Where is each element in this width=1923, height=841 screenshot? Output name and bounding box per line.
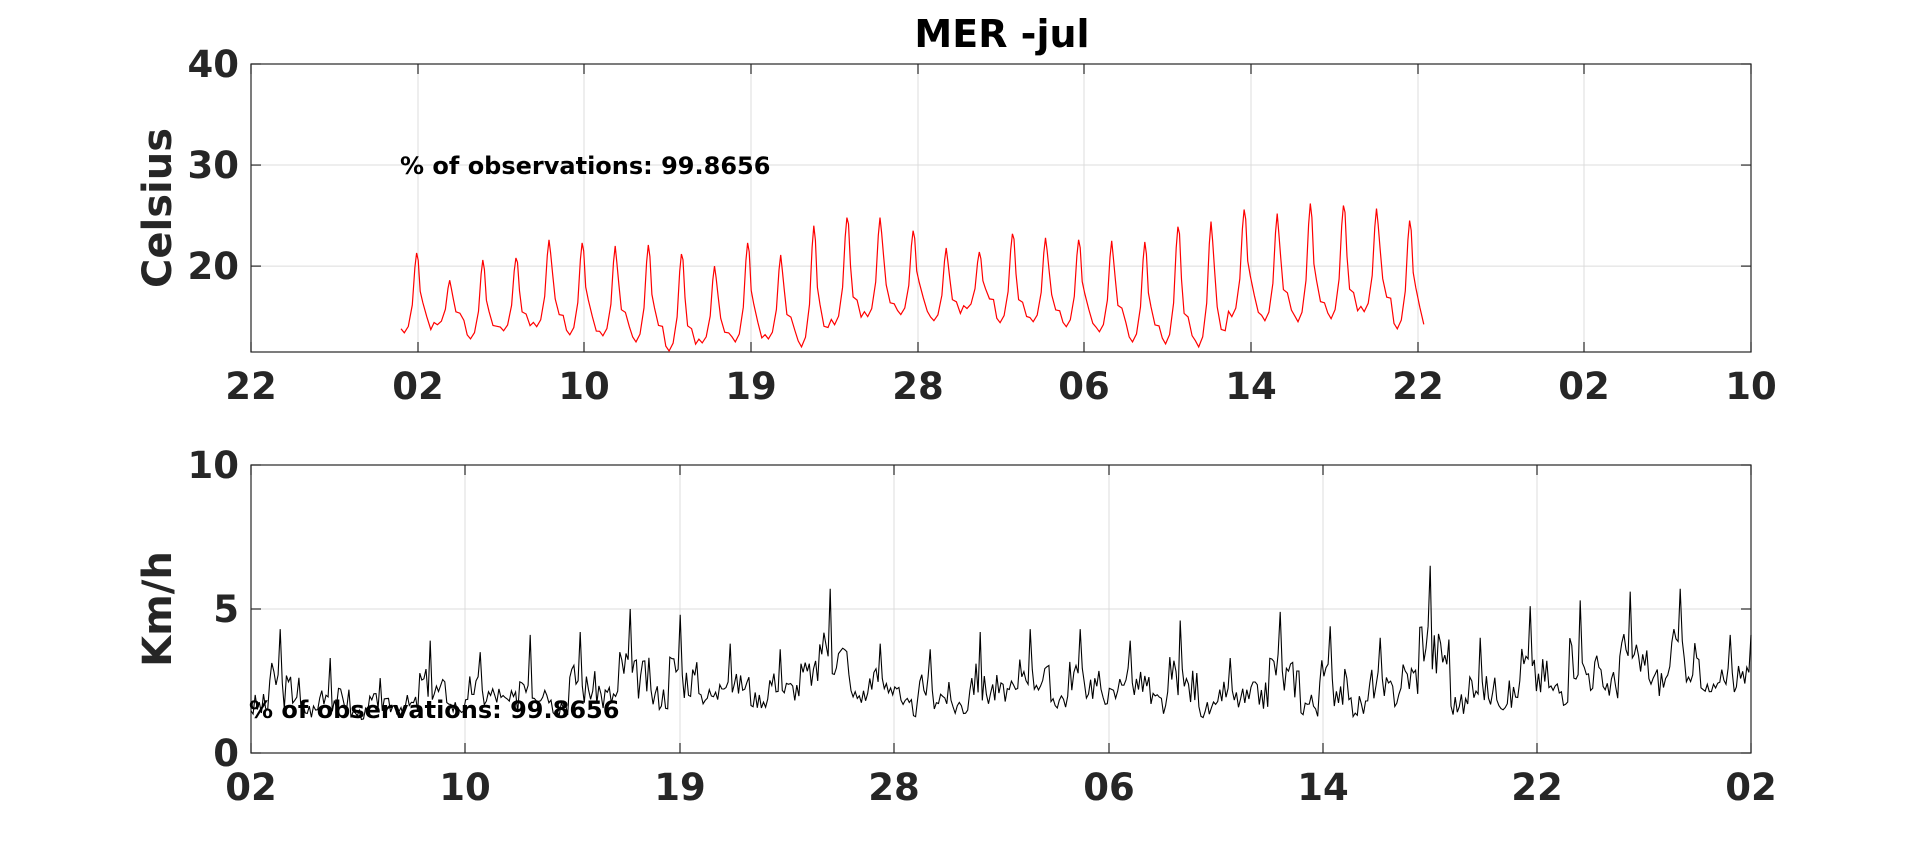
wind-series-line xyxy=(250,565,1752,721)
x-tick-label: 22 xyxy=(1392,365,1444,408)
temperature-ticks: 22 02 10 19 28 06 14 22 02 10 20 30 40 xyxy=(188,43,1777,408)
y-tick-label: 10 xyxy=(188,444,240,487)
x-tick-label: 06 xyxy=(1083,766,1135,809)
x-tick-label: 10 xyxy=(1725,365,1777,408)
temperature-y-axis-label: Celsius xyxy=(135,128,181,288)
x-tick-label: 19 xyxy=(725,365,777,408)
x-tick-label: 10 xyxy=(439,766,491,809)
x-tick-label: 02 xyxy=(392,365,444,408)
x-tick-label: 28 xyxy=(892,365,944,408)
wind-grid xyxy=(251,465,1751,753)
x-tick-label: 22 xyxy=(1511,766,1563,809)
wind-observation-annotation: % of observations: 99.8656 xyxy=(249,696,619,724)
y-tick-label: 5 xyxy=(213,588,239,631)
x-tick-label: 02 xyxy=(225,766,277,809)
x-tick-label: 14 xyxy=(1225,365,1277,408)
x-tick-label: 10 xyxy=(558,365,610,408)
temperature-series-line xyxy=(400,203,1425,353)
temperature-grid xyxy=(251,64,1751,352)
temperature-plot-frame xyxy=(250,63,1752,353)
x-tick-label: 14 xyxy=(1297,766,1349,809)
x-tick-label: 06 xyxy=(1058,365,1110,408)
y-tick-label: 0 xyxy=(213,732,239,775)
y-tick-label: 30 xyxy=(188,144,240,187)
temperature-observation-annotation: % of observations: 99.8656 xyxy=(400,152,770,180)
temperature-panel: 22 02 10 19 28 06 14 22 02 10 20 30 40 % of observat… xyxy=(135,43,1777,408)
x-tick-label: 22 xyxy=(225,365,277,408)
x-tick-label: 19 xyxy=(654,766,706,809)
figure-title: MER -jul xyxy=(914,12,1089,56)
y-tick-label: 40 xyxy=(188,43,240,86)
wind-y-axis-label: Km/h xyxy=(135,551,181,667)
x-tick-label: 02 xyxy=(1725,766,1777,809)
x-tick-label: 02 xyxy=(1558,365,1610,408)
x-tick-label: 28 xyxy=(868,766,920,809)
y-tick-label: 20 xyxy=(188,245,240,288)
